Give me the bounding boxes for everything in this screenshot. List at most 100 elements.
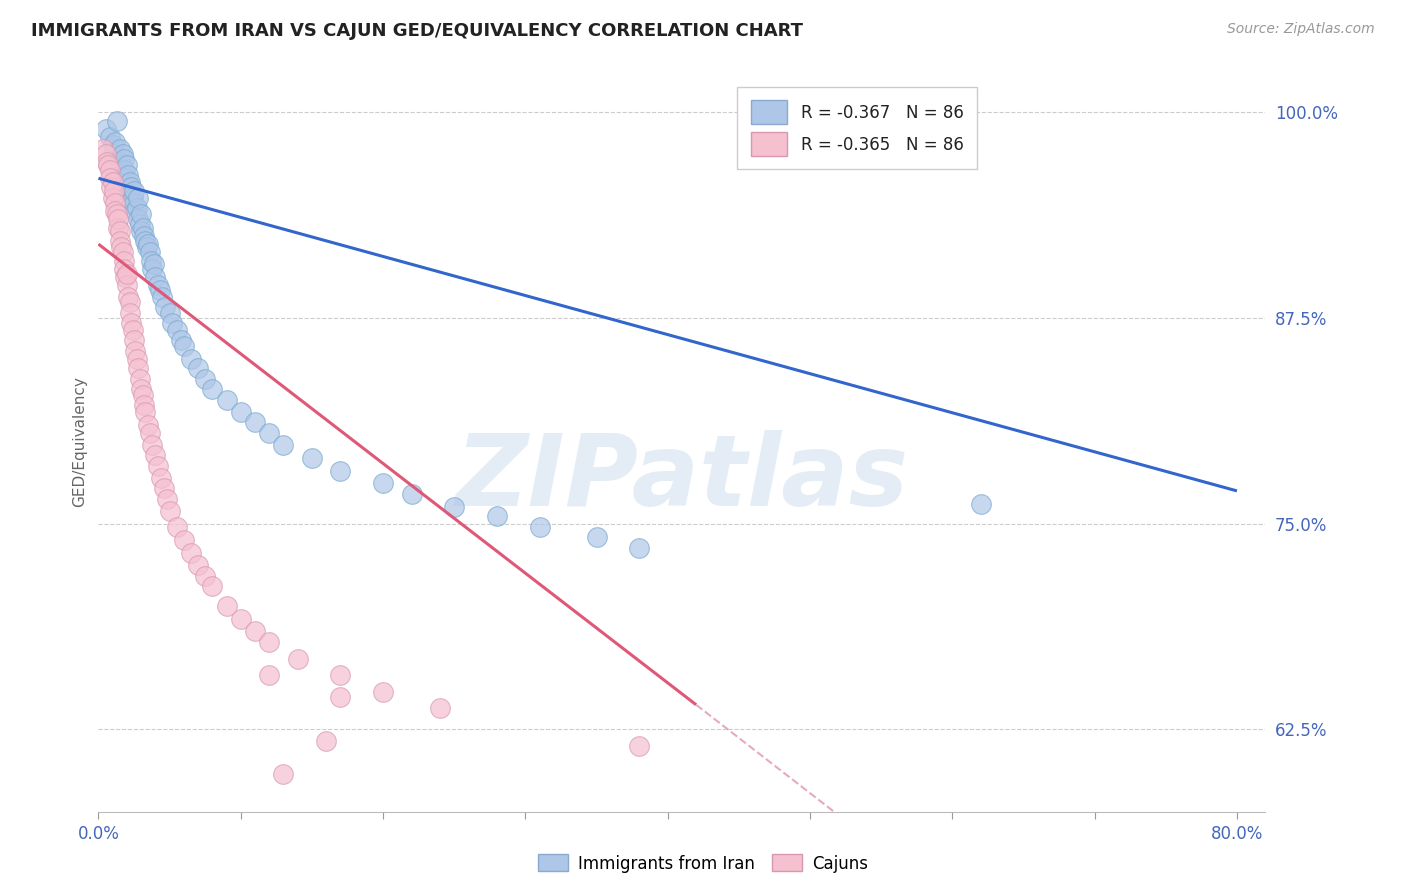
Point (118, 294, 141, 309)
Point (128, 372, 150, 386)
Point (122, 333, 145, 347)
Y-axis label: GED/Equivalency: GED/Equivalency (72, 376, 87, 507)
Point (201, 382, 224, 396)
Point (124, 344, 146, 359)
Point (108, 154, 131, 169)
Point (125, 201, 148, 215)
Point (628, 541, 651, 556)
Point (138, 245, 160, 260)
Point (124, 204, 146, 219)
Point (117, 168, 139, 182)
Point (127, 212, 149, 227)
Point (132, 228, 155, 243)
Point (166, 323, 188, 337)
Point (229, 405, 252, 419)
Point (152, 290, 174, 304)
Point (170, 333, 193, 347)
Point (201, 579, 224, 593)
Point (120, 179, 142, 194)
Point (139, 253, 162, 268)
Point (141, 261, 163, 276)
Point (257, 635, 280, 649)
Point (429, 701, 451, 715)
Point (585, 530, 607, 544)
Point (115, 158, 138, 172)
Point (187, 558, 209, 572)
Point (103, 185, 125, 199)
Point (173, 339, 195, 353)
Point (98, 163, 121, 178)
Point (107, 220, 129, 235)
Point (273, 438, 295, 452)
Point (98, 130, 121, 145)
Point (131, 220, 153, 235)
Point (110, 240, 132, 254)
Point (122, 196, 145, 211)
Point (215, 393, 238, 408)
Point (142, 257, 165, 271)
Point (173, 533, 195, 548)
Point (273, 767, 295, 781)
Point (187, 360, 209, 375)
Point (105, 207, 128, 221)
Point (115, 179, 138, 194)
Point (118, 175, 141, 189)
Text: Source: ZipAtlas.com: Source: ZipAtlas.com (1227, 22, 1375, 37)
Point (194, 569, 217, 583)
Point (485, 508, 508, 523)
Point (148, 278, 170, 293)
Point (159, 306, 181, 320)
Text: 80.0%: 80.0% (1211, 825, 1263, 843)
Point (194, 372, 217, 386)
Point (159, 503, 181, 517)
Point (121, 191, 143, 205)
Point (628, 739, 651, 753)
Point (371, 684, 394, 698)
Point (401, 487, 423, 501)
Point (104, 135, 127, 149)
Point (329, 690, 352, 704)
Point (529, 520, 551, 534)
Point (135, 240, 157, 254)
Point (120, 316, 142, 330)
Point (150, 471, 173, 485)
Point (132, 398, 155, 412)
Point (215, 599, 238, 613)
Point (301, 450, 323, 465)
Point (114, 171, 136, 186)
Point (94, 146, 117, 161)
Point (243, 415, 266, 429)
Text: IMMIGRANTS FROM IRAN VS CAJUN GED/EQUIVALENCY CORRELATION CHART: IMMIGRANTS FROM IRAN VS CAJUN GED/EQUIVA… (31, 22, 803, 40)
Point (110, 158, 132, 172)
Point (101, 175, 124, 189)
Point (129, 207, 152, 221)
Point (114, 270, 136, 285)
Point (118, 187, 141, 202)
Point (100, 179, 122, 194)
Point (127, 191, 149, 205)
Point (143, 270, 166, 285)
Point (105, 113, 128, 128)
Point (131, 388, 153, 402)
Point (101, 146, 124, 161)
Point (108, 142, 131, 156)
Point (111, 245, 134, 260)
Point (101, 138, 124, 153)
Point (136, 418, 159, 433)
Text: ZIPatlas: ZIPatlas (456, 430, 908, 527)
Point (180, 546, 202, 560)
Point (112, 261, 135, 276)
Point (141, 438, 163, 452)
Point (101, 191, 124, 205)
Point (104, 204, 127, 219)
Point (155, 300, 177, 314)
Point (125, 352, 148, 367)
Point (156, 492, 179, 507)
Text: 0.0%: 0.0% (77, 825, 120, 843)
Point (243, 624, 266, 638)
Point (112, 253, 135, 268)
Point (112, 152, 135, 166)
Point (94, 122, 117, 136)
Point (180, 352, 202, 367)
Point (129, 224, 152, 238)
